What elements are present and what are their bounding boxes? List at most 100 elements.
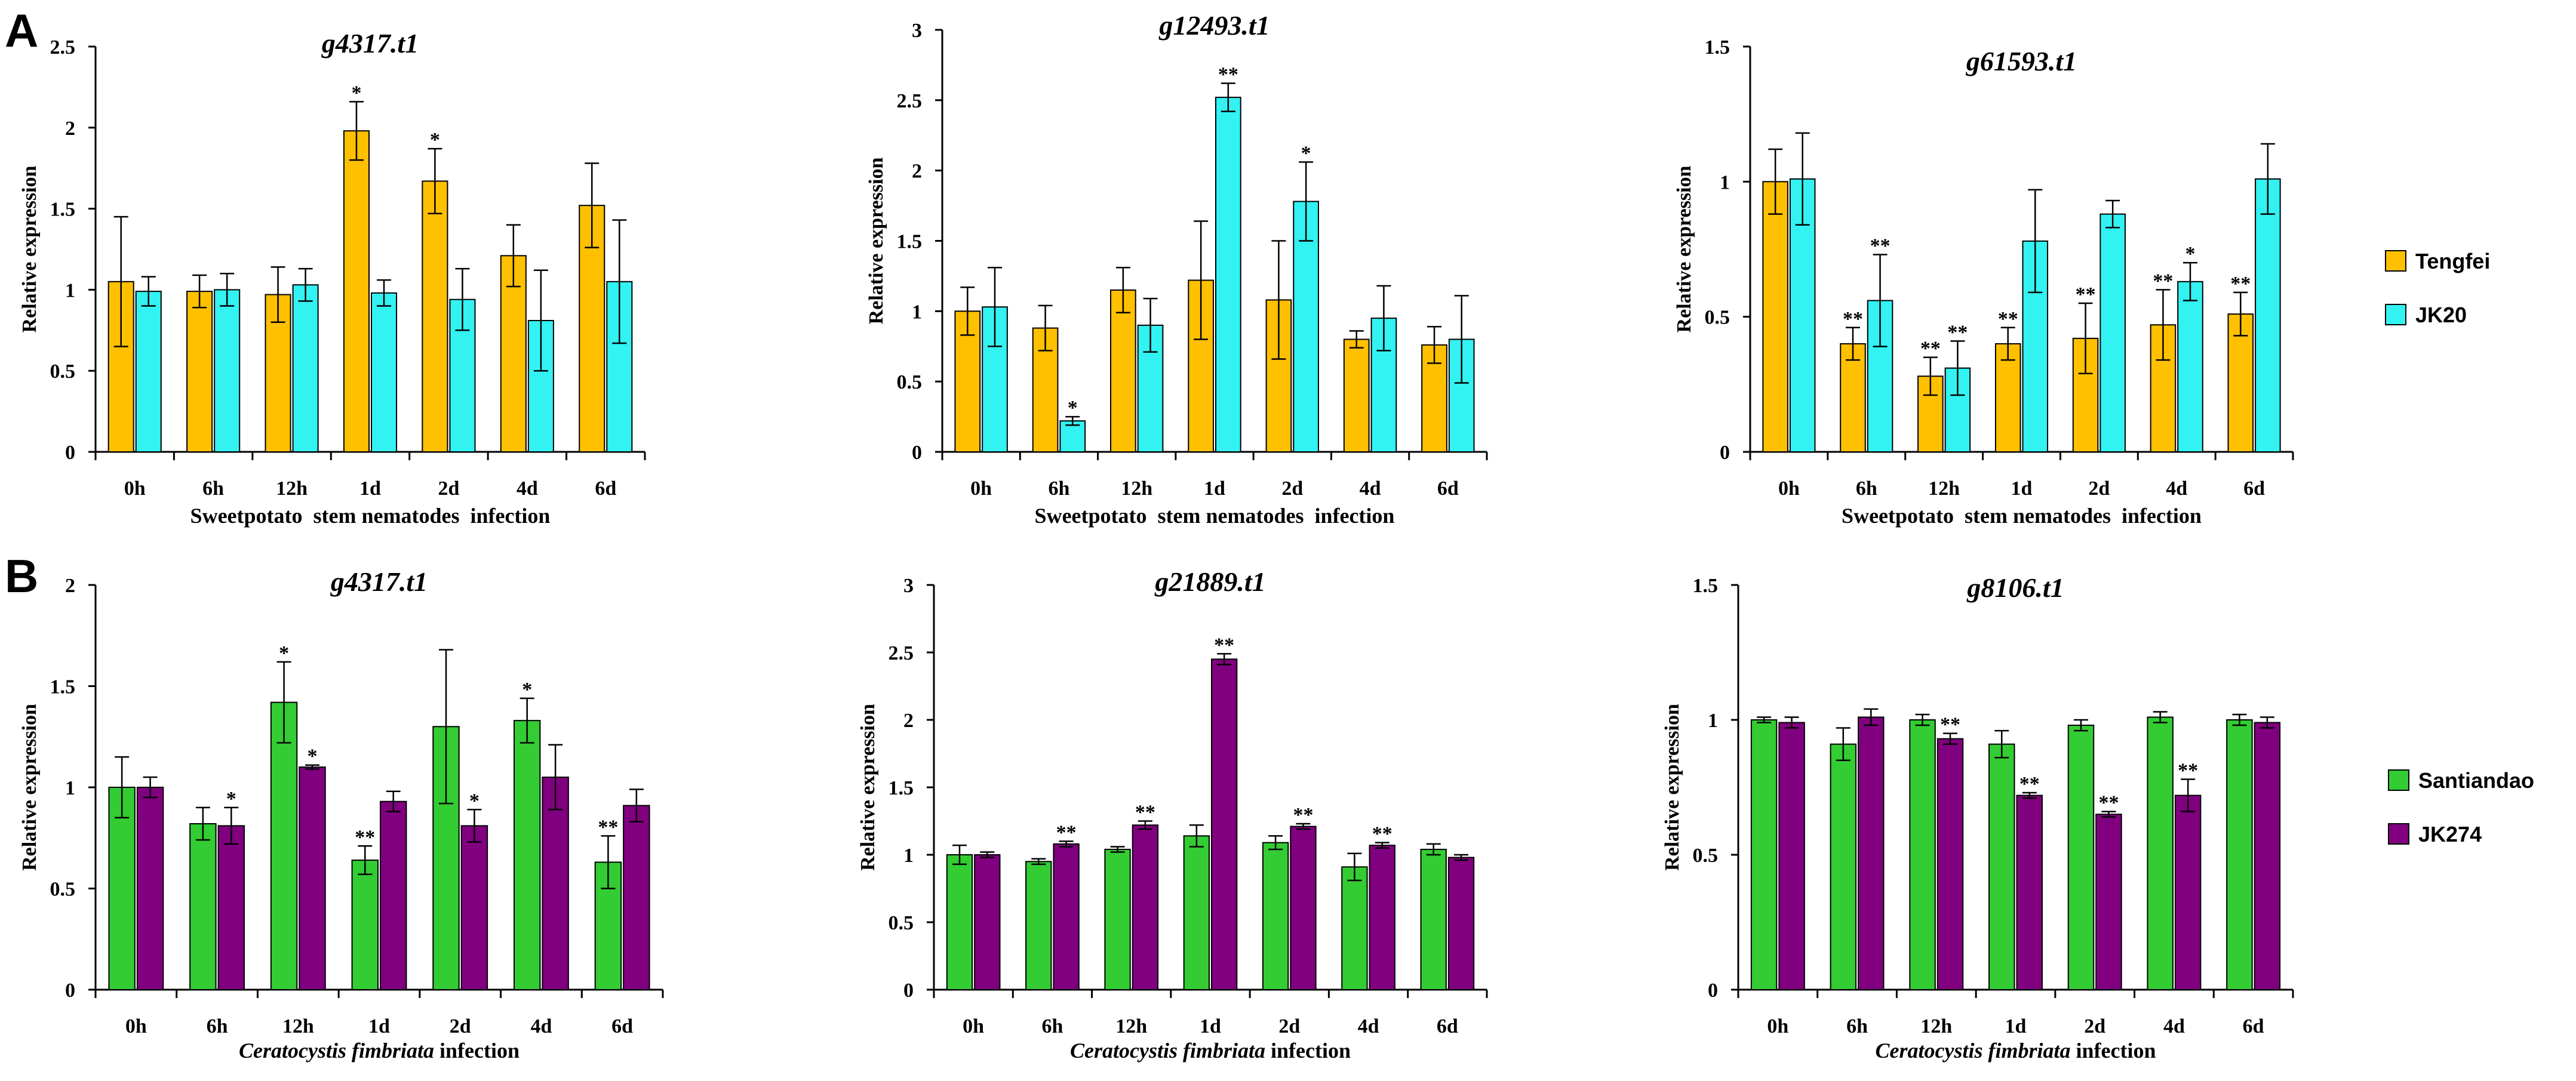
- bar: [1988, 743, 2015, 991]
- bar: [1343, 338, 1370, 453]
- x-tick-label: 1d: [368, 1015, 390, 1037]
- significance-marker: *: [2185, 243, 2195, 265]
- significance-marker: **: [355, 826, 375, 848]
- y-axis-label: Relative expression: [857, 704, 879, 871]
- y-tick-label: 1.5: [50, 199, 76, 221]
- significance-marker: **: [1947, 321, 1968, 343]
- bar: [1132, 824, 1159, 991]
- bar: [460, 825, 488, 991]
- bar: [1262, 842, 1289, 991]
- y-tick-label: 1: [65, 279, 75, 301]
- x-tick-label: 1d: [2011, 478, 2033, 500]
- chart-a-g4317: g4317.t1 0 0.5 1 1.5 2 2.5 0h 6h 12h 1d 2d 4d 6d Relat…: [19, 28, 646, 528]
- y-tick-label: 0: [65, 980, 75, 1002]
- y-tick-label: 0: [65, 442, 75, 464]
- y-tick-label: 0.5: [897, 371, 923, 393]
- x-tick-label: 1d: [1204, 478, 1225, 500]
- bar: [1909, 719, 1936, 990]
- bar: [1762, 181, 1788, 452]
- y-tick-label: 1.5: [50, 676, 76, 698]
- bar: [380, 800, 407, 990]
- y-tick-label: 2: [65, 118, 75, 140]
- bar: [1293, 201, 1319, 452]
- bar: [2067, 725, 2095, 991]
- x-tick-label: 12h: [1121, 478, 1152, 500]
- x-tick-label: 6d: [1437, 478, 1459, 500]
- y-axis-label: Relative expression: [19, 704, 41, 871]
- x-tick-label: 4d: [1358, 1015, 1379, 1037]
- bar: [270, 701, 298, 990]
- x-tick-label: 12h: [276, 478, 308, 500]
- bar: [2099, 213, 2126, 452]
- bar: [107, 281, 134, 452]
- bar: [946, 854, 973, 990]
- x-tick-label: 1d: [1200, 1015, 1221, 1037]
- x-tick-label: 1d: [359, 478, 381, 500]
- significance-marker: *: [226, 788, 236, 810]
- y-tick-label: 2.5: [897, 90, 923, 112]
- bar: [623, 805, 650, 990]
- significance-marker: *: [1301, 143, 1311, 165]
- x-tick-label: 6d: [611, 1015, 633, 1037]
- bar: [1369, 845, 1395, 991]
- bar: [1183, 835, 1210, 990]
- bar: [2227, 313, 2254, 453]
- bar: [1778, 722, 1805, 991]
- y-tick-label: 2: [65, 575, 75, 597]
- y-tick-label: 0.5: [1705, 307, 1730, 329]
- panel-label-b: B: [5, 550, 38, 602]
- x-tick-label: 2d: [438, 478, 459, 500]
- significance-marker: **: [1372, 823, 1392, 845]
- y-tick-label: 1.5: [897, 231, 923, 253]
- bar: [2177, 281, 2203, 452]
- significance-marker: *: [308, 746, 318, 768]
- x-tick-label: 12h: [282, 1015, 314, 1037]
- bar: [1994, 343, 2021, 453]
- bar: [1104, 848, 1131, 990]
- significance-marker: *: [430, 129, 440, 151]
- significance-marker: *: [279, 642, 289, 664]
- bar: [292, 284, 319, 452]
- y-axis-label: Relative expression: [1673, 165, 1695, 332]
- bar: [2016, 794, 2043, 991]
- significance-marker: *: [1068, 397, 1078, 419]
- significance-marker: **: [2230, 273, 2251, 295]
- x-tick-label: 4d: [2166, 478, 2187, 500]
- x-tick-label: 6d: [2243, 478, 2265, 500]
- legend-label: JK20: [2415, 303, 2467, 327]
- x-axis-label-italic: Ceratocystis fimbriata: [239, 1039, 434, 1062]
- x-tick-label: 12h: [1920, 1015, 1952, 1037]
- y-axis-label: Relative expression: [865, 157, 887, 324]
- x-axis-label: Ceratocystis fimbriata infection: [239, 1039, 519, 1062]
- bar: [1936, 738, 1964, 990]
- bar: [1290, 826, 1317, 991]
- bar: [189, 823, 217, 991]
- legend-a: Tengfei JK20: [2385, 249, 2490, 327]
- significance-marker: *: [351, 82, 361, 104]
- y-tick-label: 1: [1720, 171, 1730, 193]
- x-tick-label: 4d: [530, 1015, 552, 1037]
- chart-title: g12493.t1: [1158, 10, 1269, 41]
- significance-marker: **: [1293, 804, 1313, 826]
- bar: [1447, 857, 1475, 991]
- legend-label: Tengfei: [2415, 249, 2490, 273]
- x-axis-label-rest: infection: [2071, 1039, 2156, 1062]
- bar: [1420, 848, 1447, 990]
- x-tick-label: 0h: [125, 1015, 147, 1037]
- significance-marker: *: [469, 790, 479, 812]
- panel-label-a: A: [5, 4, 38, 57]
- bar: [500, 255, 527, 452]
- bar: [974, 854, 1001, 990]
- bar: [1858, 716, 1885, 990]
- bar: [214, 289, 241, 452]
- y-tick-label: 1.5: [889, 777, 914, 799]
- x-axis-label: Sweetpotato stem nematodes infection: [1842, 504, 2202, 528]
- x-tick-label: 1d: [2005, 1015, 2027, 1037]
- y-axis-label: Relative expression: [19, 165, 41, 332]
- bar: [371, 292, 398, 452]
- x-axis-label: Sweetpotato stem nematodes infection: [190, 504, 551, 528]
- chart-b-g21889: g21889.t1 0 0.5 1 1.5 2 2.5 3 0h 6h 12h 1d 2d 4d 6d Rel…: [857, 566, 1488, 1062]
- legend-label: Santiandao: [2418, 768, 2534, 793]
- bar: [2095, 814, 2122, 990]
- x-axis-label: Ceratocystis fimbriata infection: [1876, 1039, 2156, 1062]
